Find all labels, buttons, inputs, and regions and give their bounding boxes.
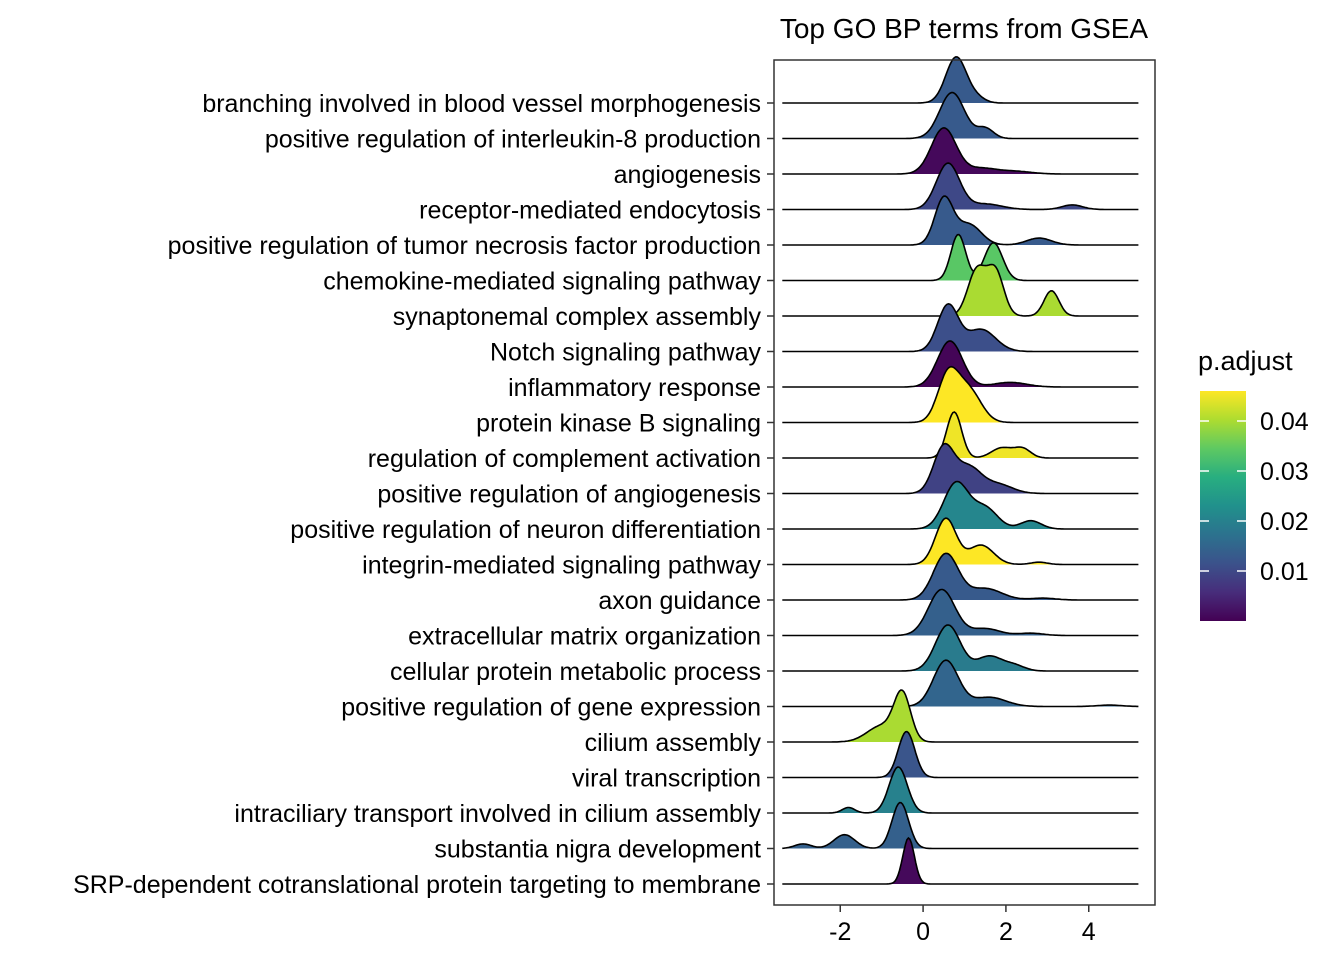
legend-tick-label: 0.04: [1260, 408, 1309, 436]
y-axis-labels: branching involved in blood vessel morph…: [73, 90, 761, 899]
ridge-fill: [782, 303, 1139, 352]
ridge-fill: [782, 264, 1139, 316]
y-tick-label: cilium assembly: [585, 729, 762, 757]
y-tick-label: Notch signaling pathway: [490, 339, 761, 367]
ridge-fill: [782, 443, 1139, 494]
y-tick-label: integrin-mediated signaling pathway: [362, 552, 761, 580]
ridge-outline: [782, 689, 1139, 743]
chart-title: Top GO BP terms from GSEA: [780, 13, 1149, 44]
x-tick-label: 0: [916, 918, 930, 946]
ridge-outline: [782, 836, 1139, 885]
x-tick-label: 2: [999, 918, 1013, 946]
ridge-outline: [782, 801, 1139, 850]
ridge-outline: [782, 624, 1139, 672]
ridge-outline: [782, 263, 1139, 317]
legend: p.adjust 0.01 0.02 0.03 0.04: [1198, 346, 1309, 621]
y-tick-label: substantia nigra development: [434, 836, 761, 864]
ridge-outline: [782, 365, 1139, 424]
ridge-fill: [782, 481, 1139, 529]
ridge-fill: [782, 518, 1139, 565]
legend-title: p.adjust: [1198, 346, 1293, 376]
y-tick-label: branching involved in blood vessel morph…: [202, 90, 761, 118]
ridge-outline: [782, 517, 1139, 566]
y-axis-ticks: [767, 102, 774, 885]
ridge-fill: [782, 92, 1139, 139]
y-tick-label: extracellular matrix organization: [408, 623, 761, 651]
ridge-outline: [782, 302, 1139, 353]
y-tick-label: SRP-dependent cotranslational protein ta…: [73, 871, 761, 899]
y-tick-label: synaptonemal complex assembly: [393, 303, 762, 331]
y-tick-label: viral transcription: [572, 765, 761, 793]
ridge-outline: [782, 411, 1139, 459]
y-tick-label: cellular protein metabolic process: [390, 658, 761, 686]
legend-tick-label: 0.03: [1260, 458, 1309, 486]
x-tick-label: 4: [1082, 918, 1096, 946]
y-tick-label: positive regulation of tumor necrosis fa…: [168, 232, 761, 260]
plot-panel-border: [773, 59, 1156, 906]
y-tick-label: intraciliary transport involved in ciliu…: [234, 800, 761, 828]
ridge-outline: [782, 480, 1139, 530]
ridge-outline: [782, 659, 1139, 708]
ridge-fill: [782, 341, 1139, 387]
y-tick-label: positive regulation of interleukin-8 pro…: [265, 126, 761, 154]
ridge-fill: [782, 660, 1139, 707]
ridge-fill: [782, 553, 1139, 600]
y-tick-label: positive regulation of gene expression: [341, 694, 761, 722]
ridge-fill: [782, 366, 1139, 423]
y-tick-label: angiogenesis: [614, 161, 761, 189]
ridge-outline: [782, 91, 1139, 140]
ridge-outline: [782, 233, 1139, 282]
ridge-fill: [782, 56, 1139, 103]
ridge-outline: [782, 588, 1139, 637]
x-axis: -2 0 2 4: [829, 905, 1096, 946]
ridge-fill: [782, 234, 1139, 281]
x-tick-label: -2: [829, 918, 851, 946]
y-tick-label: receptor-mediated endocytosis: [419, 197, 761, 225]
ridge-outline: [782, 552, 1139, 601]
ridge-fill: [782, 589, 1139, 636]
ridge-outline: [782, 162, 1139, 211]
y-tick-label: protein kinase B signaling: [476, 410, 761, 438]
legend-tick-label: 0.02: [1260, 508, 1309, 536]
ridge-outline: [782, 340, 1139, 388]
y-tick-label: regulation of complement activation: [368, 445, 761, 473]
y-tick-label: chemokine-mediated signaling pathway: [323, 268, 761, 296]
y-tick-label: inflammatory response: [508, 374, 761, 402]
legend-colorbar: [1200, 391, 1246, 621]
ridge-outline: [782, 730, 1139, 779]
ridge-outline: [782, 195, 1139, 246]
ridge-fill: [782, 163, 1139, 210]
legend-tick-label: 0.01: [1260, 558, 1309, 586]
ridge-fill: [782, 625, 1139, 671]
ridge-outline: [782, 126, 1139, 175]
ridge-fill: [782, 127, 1139, 174]
legend-ticks: 0.01 0.02 0.03 0.04: [1200, 408, 1309, 586]
y-tick-label: positive regulation of angiogenesis: [377, 481, 761, 509]
ridge-fill: [782, 412, 1139, 458]
y-tick-label: axon guidance: [598, 587, 761, 615]
ridge-outline: [782, 766, 1139, 814]
y-tick-label: positive regulation of neuron differenti…: [290, 516, 761, 544]
ridges-group: [782, 55, 1139, 885]
ridge-outline: [782, 442, 1139, 495]
